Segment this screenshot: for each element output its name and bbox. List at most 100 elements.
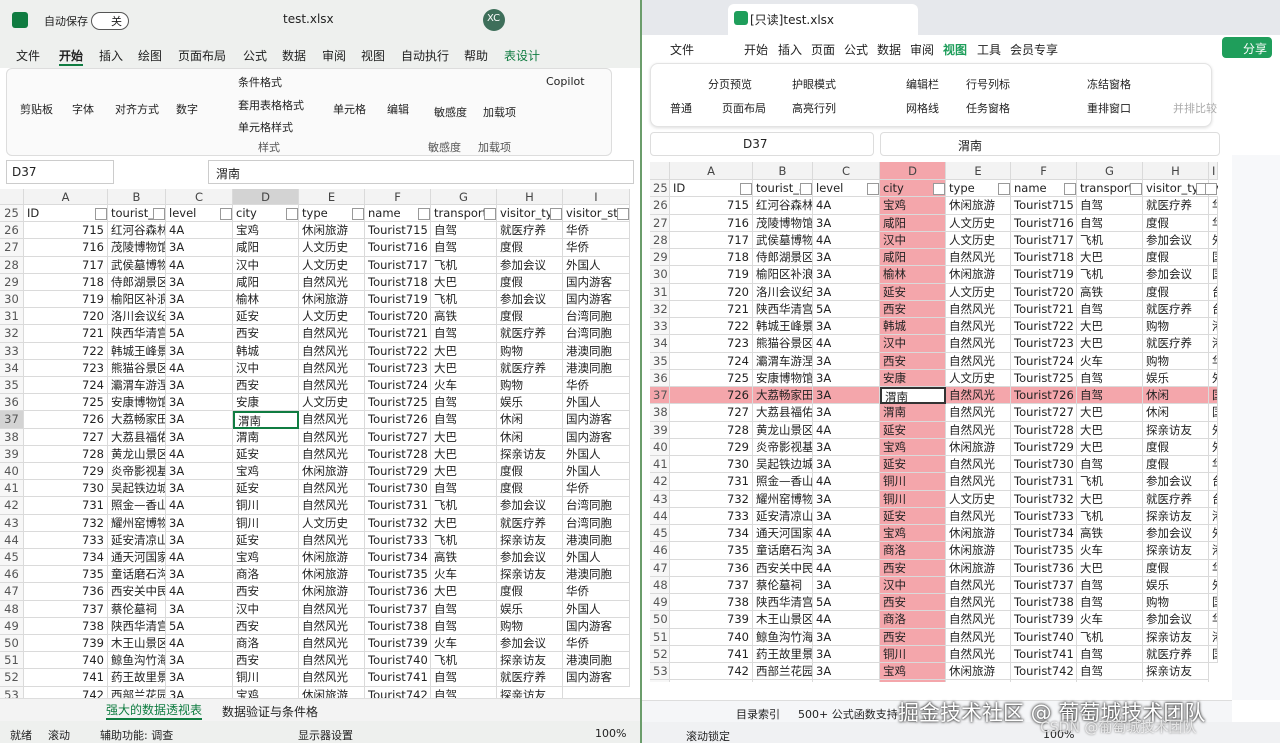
cell[interactable]: 自然风光	[946, 318, 1011, 336]
cell[interactable]: 汉中	[880, 576, 946, 594]
cell[interactable]: Tourist730	[1011, 456, 1077, 474]
cell[interactable]: 大巴	[431, 273, 497, 291]
cell[interactable]: 照金—香山	[108, 497, 166, 515]
cell[interactable]: 外国人	[563, 394, 630, 412]
cell[interactable]: 自驾	[431, 669, 497, 687]
cell[interactable]: 陕西华清宫	[108, 617, 166, 635]
menu-tab[interactable]: 页面布局	[178, 49, 227, 63]
cell[interactable]: 咸阳	[880, 214, 946, 232]
filter-button[interactable]	[1064, 183, 1076, 195]
cell[interactable]: 727	[670, 404, 753, 422]
cell[interactable]: 飞机	[431, 497, 497, 515]
cell[interactable]: 探亲访友	[497, 566, 563, 584]
cell[interactable]: 3A	[813, 507, 880, 525]
cell[interactable]: 休闲旅游	[946, 663, 1011, 681]
column-header[interactable]: G	[1077, 162, 1143, 180]
cell[interactable]: Tourist741	[365, 669, 431, 687]
column-header[interactable]: A	[24, 189, 108, 205]
cell[interactable]: 3A	[166, 239, 233, 257]
filter-button[interactable]	[867, 183, 879, 195]
menu-tab[interactable]: 表设计	[504, 49, 541, 63]
cell[interactable]: Tourist720	[365, 308, 431, 326]
cell[interactable]: 就医疗养	[497, 222, 563, 240]
cell[interactable]: 自然风光	[299, 497, 365, 515]
row-header[interactable]: 27	[0, 239, 24, 257]
cell[interactable]: 自然风光	[946, 249, 1011, 267]
cell[interactable]: 灞渭车游涅	[753, 352, 813, 370]
cell[interactable]: 722	[670, 318, 753, 336]
cell[interactable]: 延安	[880, 283, 946, 301]
cell[interactable]: 休闲	[497, 428, 563, 446]
cell[interactable]: 自然风光	[946, 507, 1011, 525]
cell[interactable]: 4A	[166, 445, 233, 463]
cell[interactable]: 3A	[813, 266, 880, 284]
wps-tab[interactable]	[728, 4, 918, 35]
cell[interactable]: 自然风光	[946, 645, 1011, 663]
cell[interactable]: 度假	[1143, 214, 1209, 232]
cell[interactable]: 外国人	[563, 549, 630, 567]
cell[interactable]: 咸阳	[880, 249, 946, 267]
cell[interactable]: Tourist715	[1011, 197, 1077, 215]
cell[interactable]: 3A	[166, 531, 233, 549]
cell[interactable]: 武侯墓博物	[108, 256, 166, 274]
row-header[interactable]: 32	[650, 300, 670, 318]
corner[interactable]	[0, 189, 24, 205]
menu-tab[interactable]: 审阅	[322, 49, 347, 63]
menu-item[interactable]: 文件	[670, 43, 695, 57]
cell[interactable]: 3A	[166, 308, 233, 326]
cell[interactable]: 715	[24, 222, 108, 240]
cell[interactable]: 大巴	[1077, 559, 1143, 577]
cell[interactable]: 台湾同胞	[1209, 283, 1218, 301]
cell[interactable]: 宝鸡	[233, 463, 299, 481]
filter-button[interactable]	[153, 208, 165, 220]
cell[interactable]: 鲸鱼沟竹海	[753, 628, 813, 646]
cell[interactable]: 宝鸡	[233, 549, 299, 567]
row-header[interactable]: 50	[650, 611, 670, 629]
row-header[interactable]: 54	[650, 680, 670, 682]
cell[interactable]: Tourist737	[1011, 576, 1077, 594]
cell[interactable]: 自驾	[1077, 645, 1143, 663]
cell[interactable]: 4A	[813, 680, 880, 682]
cell[interactable]: Tourist741	[1011, 645, 1077, 663]
filter-button[interactable]	[286, 208, 298, 220]
column-header[interactable]: H	[497, 189, 563, 205]
cell[interactable]: 延安	[880, 507, 946, 525]
cell[interactable]: 大巴	[1077, 438, 1143, 456]
cell[interactable]: 自然风光	[299, 600, 365, 618]
menu-item[interactable]: 视图	[943, 43, 968, 57]
cell[interactable]: 熊猫谷景区	[108, 359, 166, 377]
cell[interactable]: 炎帝影视基	[108, 463, 166, 481]
header-cell[interactable]: tourist_a	[108, 205, 166, 223]
row-header[interactable]: 41	[0, 480, 24, 498]
cell[interactable]: 高铁	[1077, 525, 1143, 543]
formula-bar[interactable]	[880, 132, 1220, 156]
cell[interactable]: 度假	[1143, 249, 1209, 267]
cell[interactable]: 736	[24, 583, 108, 601]
cell[interactable]: 就医疗养	[497, 359, 563, 377]
cell[interactable]: 参加会议	[1143, 611, 1209, 629]
column-header[interactable]: H	[1143, 162, 1209, 180]
column-header[interactable]: C	[813, 162, 880, 180]
cell[interactable]: 3A	[813, 576, 880, 594]
cell[interactable]: 娱乐	[1143, 576, 1209, 594]
cell[interactable]: 735	[670, 542, 753, 560]
cell[interactable]: 自驾	[431, 411, 497, 429]
cell[interactable]: 休闲旅游	[946, 542, 1011, 560]
column-header[interactable]: I	[1209, 162, 1218, 180]
cell[interactable]: 渭南	[880, 387, 946, 405]
cell[interactable]: 安康博物馆	[108, 394, 166, 412]
cell[interactable]: 红河谷森林	[753, 197, 813, 215]
menu-item[interactable]: 工具	[977, 43, 1002, 57]
cell[interactable]: 汉中	[880, 231, 946, 249]
cell[interactable]: 718	[670, 249, 753, 267]
cell[interactable]: 人文历史	[299, 394, 365, 412]
cell[interactable]: 741	[670, 645, 753, 663]
row-header[interactable]: 37	[0, 411, 24, 429]
cell[interactable]: 休闲旅游	[946, 559, 1011, 577]
filter-button[interactable]	[550, 208, 562, 220]
menu-tab[interactable]: 视图	[361, 49, 386, 63]
filter-button[interactable]	[800, 183, 812, 195]
menu-tab[interactable]: 插入	[99, 49, 124, 63]
cell[interactable]: 4A	[166, 359, 233, 377]
filter-button[interactable]	[220, 208, 232, 220]
